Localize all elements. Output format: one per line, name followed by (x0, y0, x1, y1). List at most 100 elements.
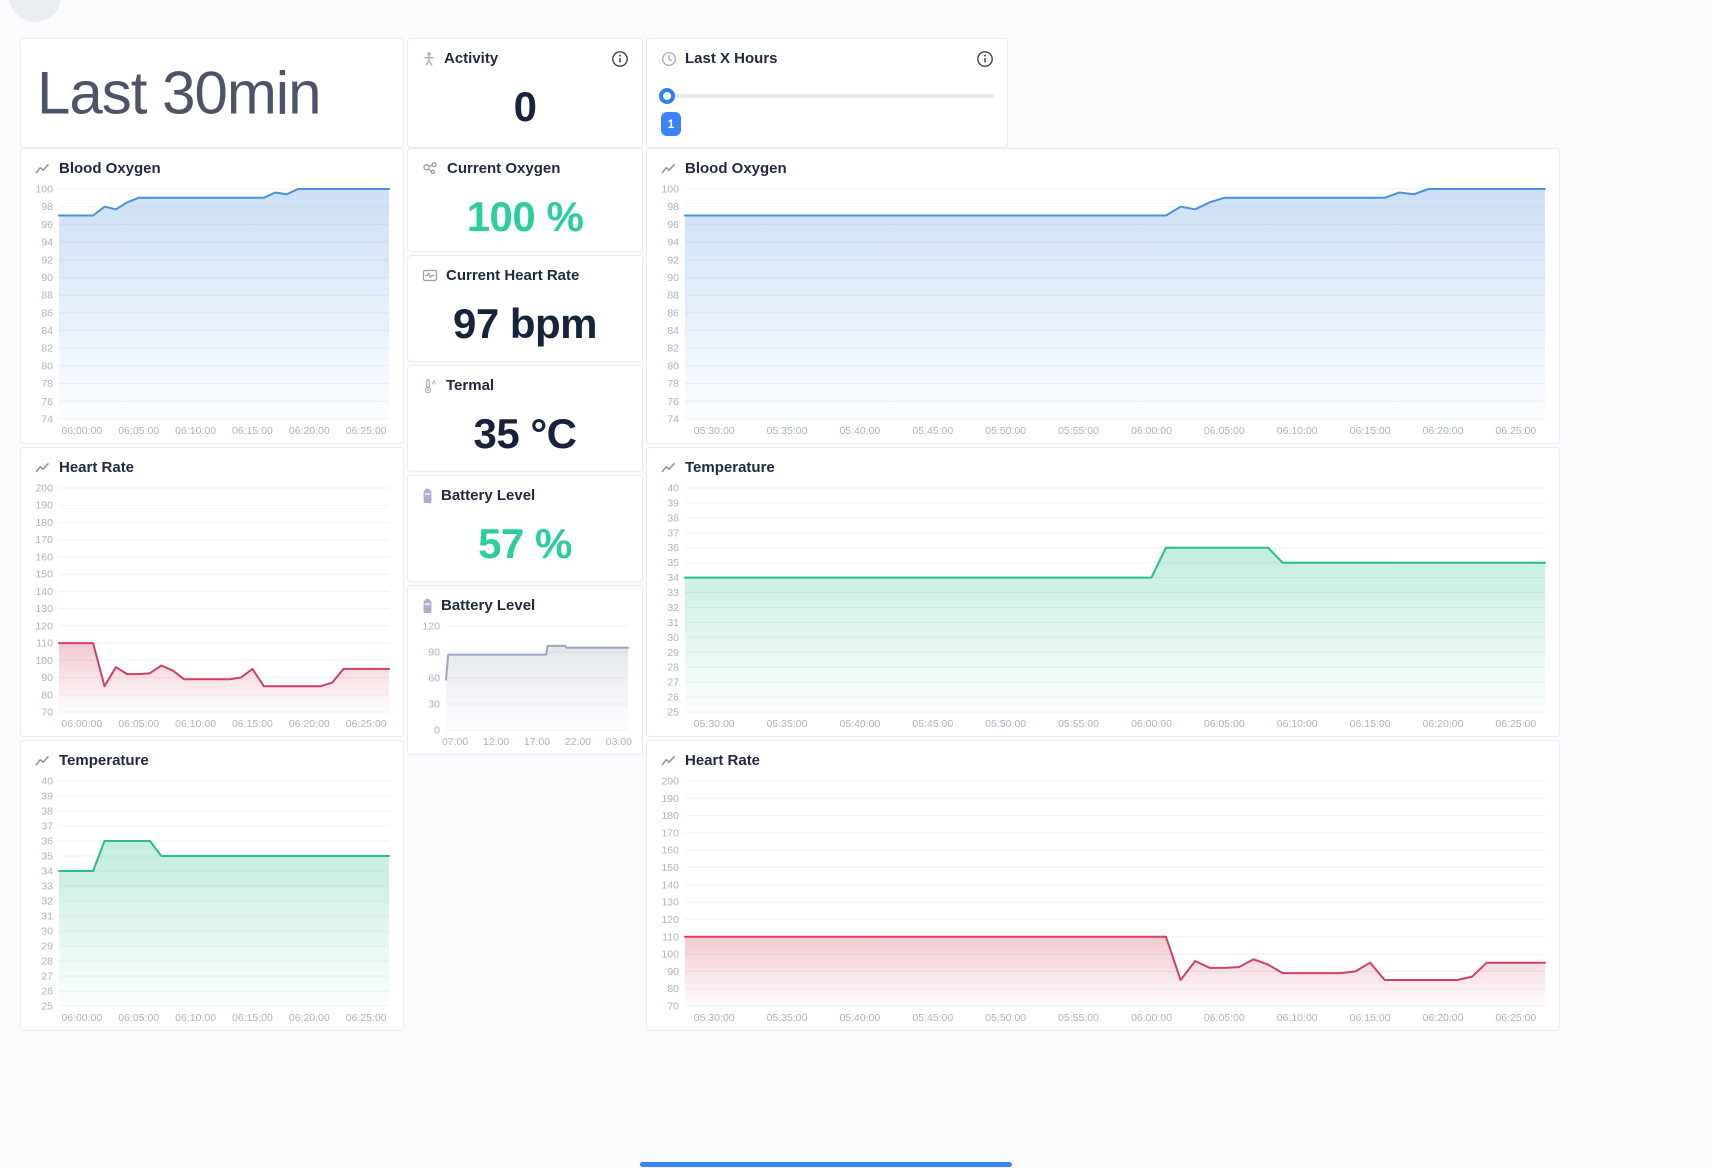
svg-text:06:25:00: 06:25:00 (1495, 1012, 1536, 1024)
svg-text:120: 120 (422, 621, 440, 633)
svg-text:36: 36 (41, 836, 53, 848)
svg-text:82: 82 (667, 343, 679, 355)
trend-icon (35, 461, 51, 475)
svg-text:34: 34 (667, 572, 679, 584)
svg-text:31: 31 (667, 617, 679, 629)
svg-text:100: 100 (661, 949, 679, 961)
page-title: Last 30min (37, 59, 321, 127)
svg-text:80: 80 (667, 360, 679, 372)
svg-text:180: 180 (35, 517, 53, 529)
chart-title: Heart Rate (59, 459, 135, 476)
svg-text:100: 100 (35, 655, 53, 667)
svg-text:06:00:00: 06:00:00 (61, 718, 102, 730)
trend-icon (661, 754, 677, 768)
svg-text:06:20:00: 06:20:00 (1423, 425, 1464, 437)
svg-text:36: 36 (667, 542, 679, 554)
svg-text:110: 110 (662, 931, 679, 943)
svg-text:110: 110 (36, 638, 53, 650)
svg-text:200: 200 (661, 776, 679, 788)
activity-value: 0 (513, 83, 537, 130)
svg-text:06:05:00: 06:05:00 (118, 718, 159, 730)
slider-value-badge: 1 (661, 112, 681, 136)
svg-text:05:30:00: 05:30:00 (694, 425, 735, 437)
svg-text:29: 29 (667, 647, 679, 659)
svg-text:30: 30 (667, 632, 679, 644)
person-icon (422, 51, 436, 67)
svg-text:0: 0 (434, 725, 440, 737)
svg-text:90: 90 (41, 672, 53, 684)
svg-text:05:45:00: 05:45:00 (912, 425, 953, 437)
svg-text:06:10:00: 06:10:00 (1277, 718, 1318, 730)
svg-text:06:20:00: 06:20:00 (289, 718, 330, 730)
svg-text:05:35:00: 05:35:00 (767, 1012, 808, 1024)
svg-text:98: 98 (41, 201, 53, 213)
trend-icon (35, 754, 51, 768)
svg-text:74: 74 (41, 414, 53, 426)
activity-header: Activity (422, 50, 498, 67)
svg-text:70: 70 (667, 1001, 679, 1013)
svg-text:06:00:00: 06:00:00 (1131, 425, 1172, 437)
info-icon[interactable] (611, 50, 629, 73)
slider-track[interactable] (660, 94, 994, 98)
svg-text:35: 35 (41, 851, 53, 863)
svg-text:88: 88 (41, 290, 53, 302)
molecule-icon (422, 161, 439, 177)
svg-text:06:05:00: 06:05:00 (1204, 1012, 1245, 1024)
blood-oxygen-30min-chart: 100 98 96 94 92 90 88 86 84 82 80 78 76 74 06:00:00 06:… (27, 181, 395, 439)
svg-text:05:55:00: 05:55:00 (1058, 718, 1099, 730)
svg-text:96: 96 (41, 219, 53, 231)
svg-text:170: 170 (661, 827, 679, 839)
svg-text:22:00: 22:00 (565, 736, 591, 748)
current-oxygen-value: 100 % (466, 193, 584, 240)
horizontal-scrollbar[interactable] (640, 1162, 1012, 1167)
svg-text:06:15:00: 06:15:00 (232, 425, 273, 437)
info-icon[interactable] (976, 50, 994, 73)
svg-text:94: 94 (41, 237, 53, 249)
svg-text:130: 130 (661, 897, 679, 909)
termal-card: A Termal 35 °C (407, 365, 643, 472)
svg-text:06:05:00: 06:05:00 (118, 1012, 159, 1024)
current-heart-rate-label: Current Heart Rate (446, 267, 580, 284)
svg-text:06:00:00: 06:00:00 (1131, 718, 1172, 730)
hours-slider[interactable]: 1 (659, 88, 994, 148)
svg-text:06:25:00: 06:25:00 (346, 718, 387, 730)
termal-value: 35 °C (473, 410, 577, 457)
svg-text:32: 32 (41, 896, 53, 908)
svg-text:05:40:00: 05:40:00 (839, 425, 880, 437)
chart-title: Temperature (685, 459, 775, 476)
current-oxygen-label: Current Oxygen (447, 160, 561, 177)
svg-text:38: 38 (41, 806, 53, 818)
svg-text:33: 33 (667, 587, 679, 599)
svg-text:05:30:00: 05:30:00 (694, 718, 735, 730)
avatar-placeholder (9, 0, 61, 22)
temperature-30min-card: Temperature 40 39 38 37 36 35 34 33 32 31 30 29 28 27… (20, 740, 404, 1031)
svg-text:80: 80 (41, 689, 53, 701)
svg-text:28: 28 (667, 662, 679, 674)
svg-text:70: 70 (41, 707, 53, 719)
svg-text:130: 130 (35, 603, 53, 615)
svg-text:30: 30 (428, 699, 440, 711)
svg-text:40: 40 (41, 776, 53, 788)
blood-oxygen-hour-chart: 100 98 96 94 92 90 88 86 84 82 80 78 76 74 05:30:00 05:… (653, 181, 1551, 439)
svg-text:96: 96 (667, 219, 679, 231)
last-x-hours-header: Last X Hours (661, 50, 778, 67)
svg-text:06:20:00: 06:20:00 (289, 1012, 330, 1024)
svg-text:06:25:00: 06:25:00 (1495, 718, 1536, 730)
svg-text:100: 100 (35, 184, 53, 196)
svg-text:33: 33 (41, 881, 53, 893)
svg-text:05:45:00: 05:45:00 (912, 1012, 953, 1024)
svg-text:90: 90 (428, 647, 440, 659)
temperature-hour-card: Temperature 40 39 38 37 36 35 34 33 32 31 30 29 28 27… (646, 447, 1560, 737)
svg-text:38: 38 (667, 512, 679, 524)
svg-text:06:00:00: 06:00:00 (61, 1012, 102, 1024)
svg-text:07:00: 07:00 (442, 736, 468, 748)
heart-rate-30min-chart: 200 190 180 170 160 150 140 130 120 110 100 90 80 70 0… (27, 480, 395, 732)
slider-handle[interactable] (659, 88, 675, 104)
chart-title: Heart Rate (685, 752, 761, 769)
svg-text:86: 86 (667, 307, 679, 319)
chart-title: Blood Oxygen (685, 160, 787, 177)
svg-text:140: 140 (35, 586, 53, 598)
battery-icon (422, 598, 433, 614)
battery-level-value: 57 % (478, 520, 572, 567)
